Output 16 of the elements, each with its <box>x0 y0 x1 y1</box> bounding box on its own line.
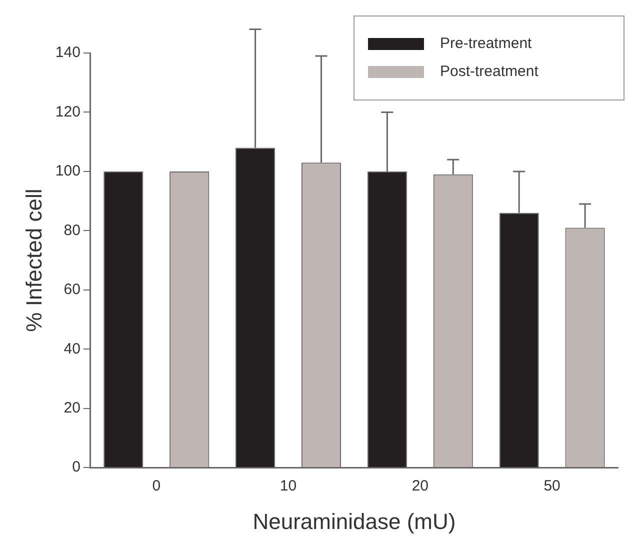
x-tick-label: 50 <box>544 478 560 495</box>
legend-label: Pre-treatment <box>440 35 533 52</box>
y-tick-label: 80 <box>64 222 80 239</box>
y-tick-label: 120 <box>55 103 80 120</box>
y-axis-title: % Infected cell <box>21 188 46 332</box>
x-tick-label: 20 <box>412 478 429 495</box>
y-tick-label: 40 <box>64 340 80 358</box>
legend-label: Post-treatment <box>440 63 540 80</box>
x-tick-label: 10 <box>280 478 297 495</box>
y-tick-label: 100 <box>55 162 80 180</box>
x-axis-title: Neuraminidase (mU) <box>252 508 456 534</box>
x-tick-label: 0 <box>152 478 161 495</box>
y-tick-label: 20 <box>64 400 80 417</box>
y-tick-label: 140 <box>55 44 80 62</box>
y-tick-label: 60 <box>64 281 80 298</box>
y-tick-label: 0 <box>72 458 80 476</box>
